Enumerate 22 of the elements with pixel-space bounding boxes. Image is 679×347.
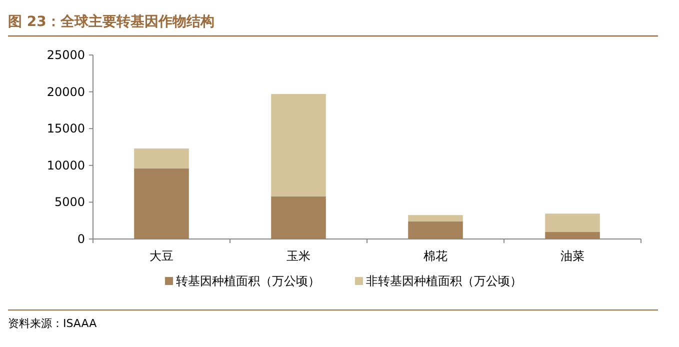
y-tick-label: 10000: [46, 158, 85, 172]
y-tick-label: 15000: [46, 122, 85, 136]
bar: [545, 214, 600, 232]
bar: [134, 148, 189, 168]
bar: [408, 221, 463, 239]
y-tick-label: 5000: [54, 195, 85, 210]
x-tick-label: 玉米: [286, 249, 310, 263]
legend-label: 非转基因种植面积（万公顷）: [366, 274, 522, 288]
text: 资料来源：ISAAA: [8, 317, 98, 330]
bar: [271, 94, 326, 196]
y-tick-label: 0: [77, 232, 85, 246]
x-tick-label: 棉花: [424, 249, 448, 263]
y-tick-label: 20000: [46, 84, 85, 99]
legend-label: 转基因种植面积（万公顷）: [176, 274, 320, 288]
x-tick-label: 油菜: [560, 249, 584, 263]
bar: [271, 196, 326, 239]
bar: [134, 168, 189, 239]
chart-title: 图 23：全球主要转基因作物结构: [8, 13, 214, 30]
bar: [408, 215, 463, 222]
y-tick-label: 25000: [46, 48, 85, 62]
bar: [545, 232, 600, 239]
x-tick-label: 大豆: [150, 249, 174, 263]
